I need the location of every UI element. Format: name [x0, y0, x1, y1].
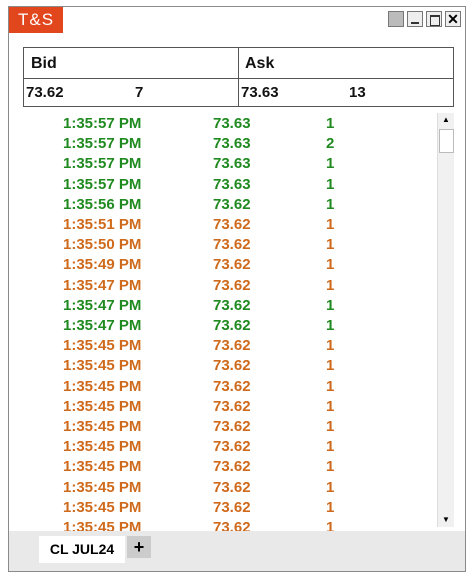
trade-price: 73.62 [213, 216, 251, 233]
trade-time: 1:35:50 PM [63, 236, 142, 254]
trade-size: 1 [326, 296, 335, 314]
trade-size: 1 [326, 418, 335, 435]
trade-size: 1 [326, 236, 335, 254]
scrollbar[interactable]: ▲ ▼ [437, 113, 454, 527]
trade-list: 1:35:57 PM 73.63 1 1:35:57 PM 73.63 2 1:35:57 … [23, 111, 453, 536]
trade-size: 1 [326, 498, 335, 516]
trade-size: 1 [326, 276, 335, 294]
trade-price: 73.62 [213, 236, 251, 254]
window-title[interactable]: T&S [9, 7, 63, 33]
add-tab[interactable]: + [127, 536, 151, 558]
trade-time: 1:35:57 PM [63, 115, 142, 132]
bid-size: 7 [135, 84, 144, 101]
trade-time: 1:35:45 PM [63, 377, 142, 395]
trade-time: 1:35:49 PM [63, 256, 142, 274]
trade-price: 73.63 [213, 135, 251, 153]
trade-size: 1 [326, 377, 335, 395]
tab-bar: CL JUL24 + [9, 531, 465, 571]
trade-time: 1:35:45 PM [63, 438, 142, 456]
trade-price: 73.62 [213, 498, 251, 516]
trade-size: 1 [326, 519, 335, 536]
ask-label: Ask [245, 55, 275, 72]
trade-price: 73.62 [213, 276, 251, 294]
trade-size: 1 [326, 195, 335, 213]
trade-size: 2 [326, 135, 335, 153]
window: T&S ✕ Bid Ask 73.62 7 73.63 13 1:35:57 P… [8, 6, 466, 572]
trade-size: 1 [326, 397, 335, 415]
trade-price: 73.62 [213, 256, 251, 274]
trade-price: 73.62 [213, 418, 251, 435]
ask-size: 13 [349, 84, 366, 101]
ask-price: 73.63 [241, 84, 279, 101]
trade-price: 73.62 [213, 438, 251, 456]
trade-time: 1:35:45 PM [63, 498, 142, 516]
trade-size: 1 [326, 438, 335, 456]
trade-price: 73.62 [213, 377, 251, 395]
trade-time: 1:35:47 PM [63, 276, 142, 294]
bid-price: 73.62 [26, 84, 64, 101]
trade-price: 73.62 [213, 195, 251, 213]
trade-time: 1:35:51 PM [63, 216, 142, 233]
trade-time: 1:35:57 PM [63, 155, 142, 173]
trade-size: 1 [326, 357, 335, 375]
trade-size: 1 [326, 175, 335, 193]
trade-time: 1:35:45 PM [63, 357, 142, 375]
trade-time: 1:35:45 PM [63, 478, 142, 496]
trade-size: 1 [326, 458, 335, 476]
trade-price: 73.63 [213, 175, 251, 193]
trade-price: 73.62 [213, 478, 251, 496]
trade-size: 1 [326, 216, 335, 233]
trade-size: 1 [326, 256, 335, 274]
trade-time: 1:35:45 PM [63, 337, 142, 355]
bid-label: Bid [31, 55, 57, 72]
trade-time: 1:35:45 PM [63, 458, 142, 476]
trade-size: 1 [326, 337, 335, 355]
trade-price: 73.62 [213, 337, 251, 355]
close-button[interactable]: ✕ [445, 11, 461, 27]
trade-time: 1:35:45 PM [63, 397, 142, 415]
trade-time: 1:35:57 PM [63, 135, 142, 153]
trade-size: 1 [326, 155, 335, 173]
maximize-button[interactable] [426, 11, 442, 27]
tab[interactable]: CL JUL24 [39, 536, 125, 563]
trade-price: 73.62 [213, 357, 251, 375]
trade-price: 73.62 [213, 296, 251, 314]
pin-button[interactable] [388, 11, 404, 27]
trade-time: 1:35:56 PM [63, 195, 142, 213]
scroll-thumb[interactable] [439, 129, 454, 153]
trade-price: 73.63 [213, 115, 251, 132]
scroll-down[interactable]: ▼ [442, 515, 450, 524]
trade-time: 1:35:47 PM [63, 296, 142, 314]
trade-size: 1 [326, 478, 335, 496]
trade-time: 1:35:47 PM [63, 317, 142, 334]
trade-time: 1:35:45 PM [63, 418, 142, 435]
trade-price: 73.62 [213, 397, 251, 415]
quote-box: Bid Ask 73.62 7 73.63 13 [23, 47, 454, 107]
trade-size: 1 [326, 317, 335, 334]
trade-price: 73.62 [213, 317, 251, 334]
trade-time: 1:35:57 PM [63, 175, 142, 193]
trade-size: 1 [326, 115, 335, 132]
scroll-up[interactable]: ▲ [442, 115, 450, 124]
minimize-button[interactable] [407, 11, 423, 27]
trade-price: 73.62 [213, 458, 251, 476]
trade-price: 73.63 [213, 155, 251, 173]
